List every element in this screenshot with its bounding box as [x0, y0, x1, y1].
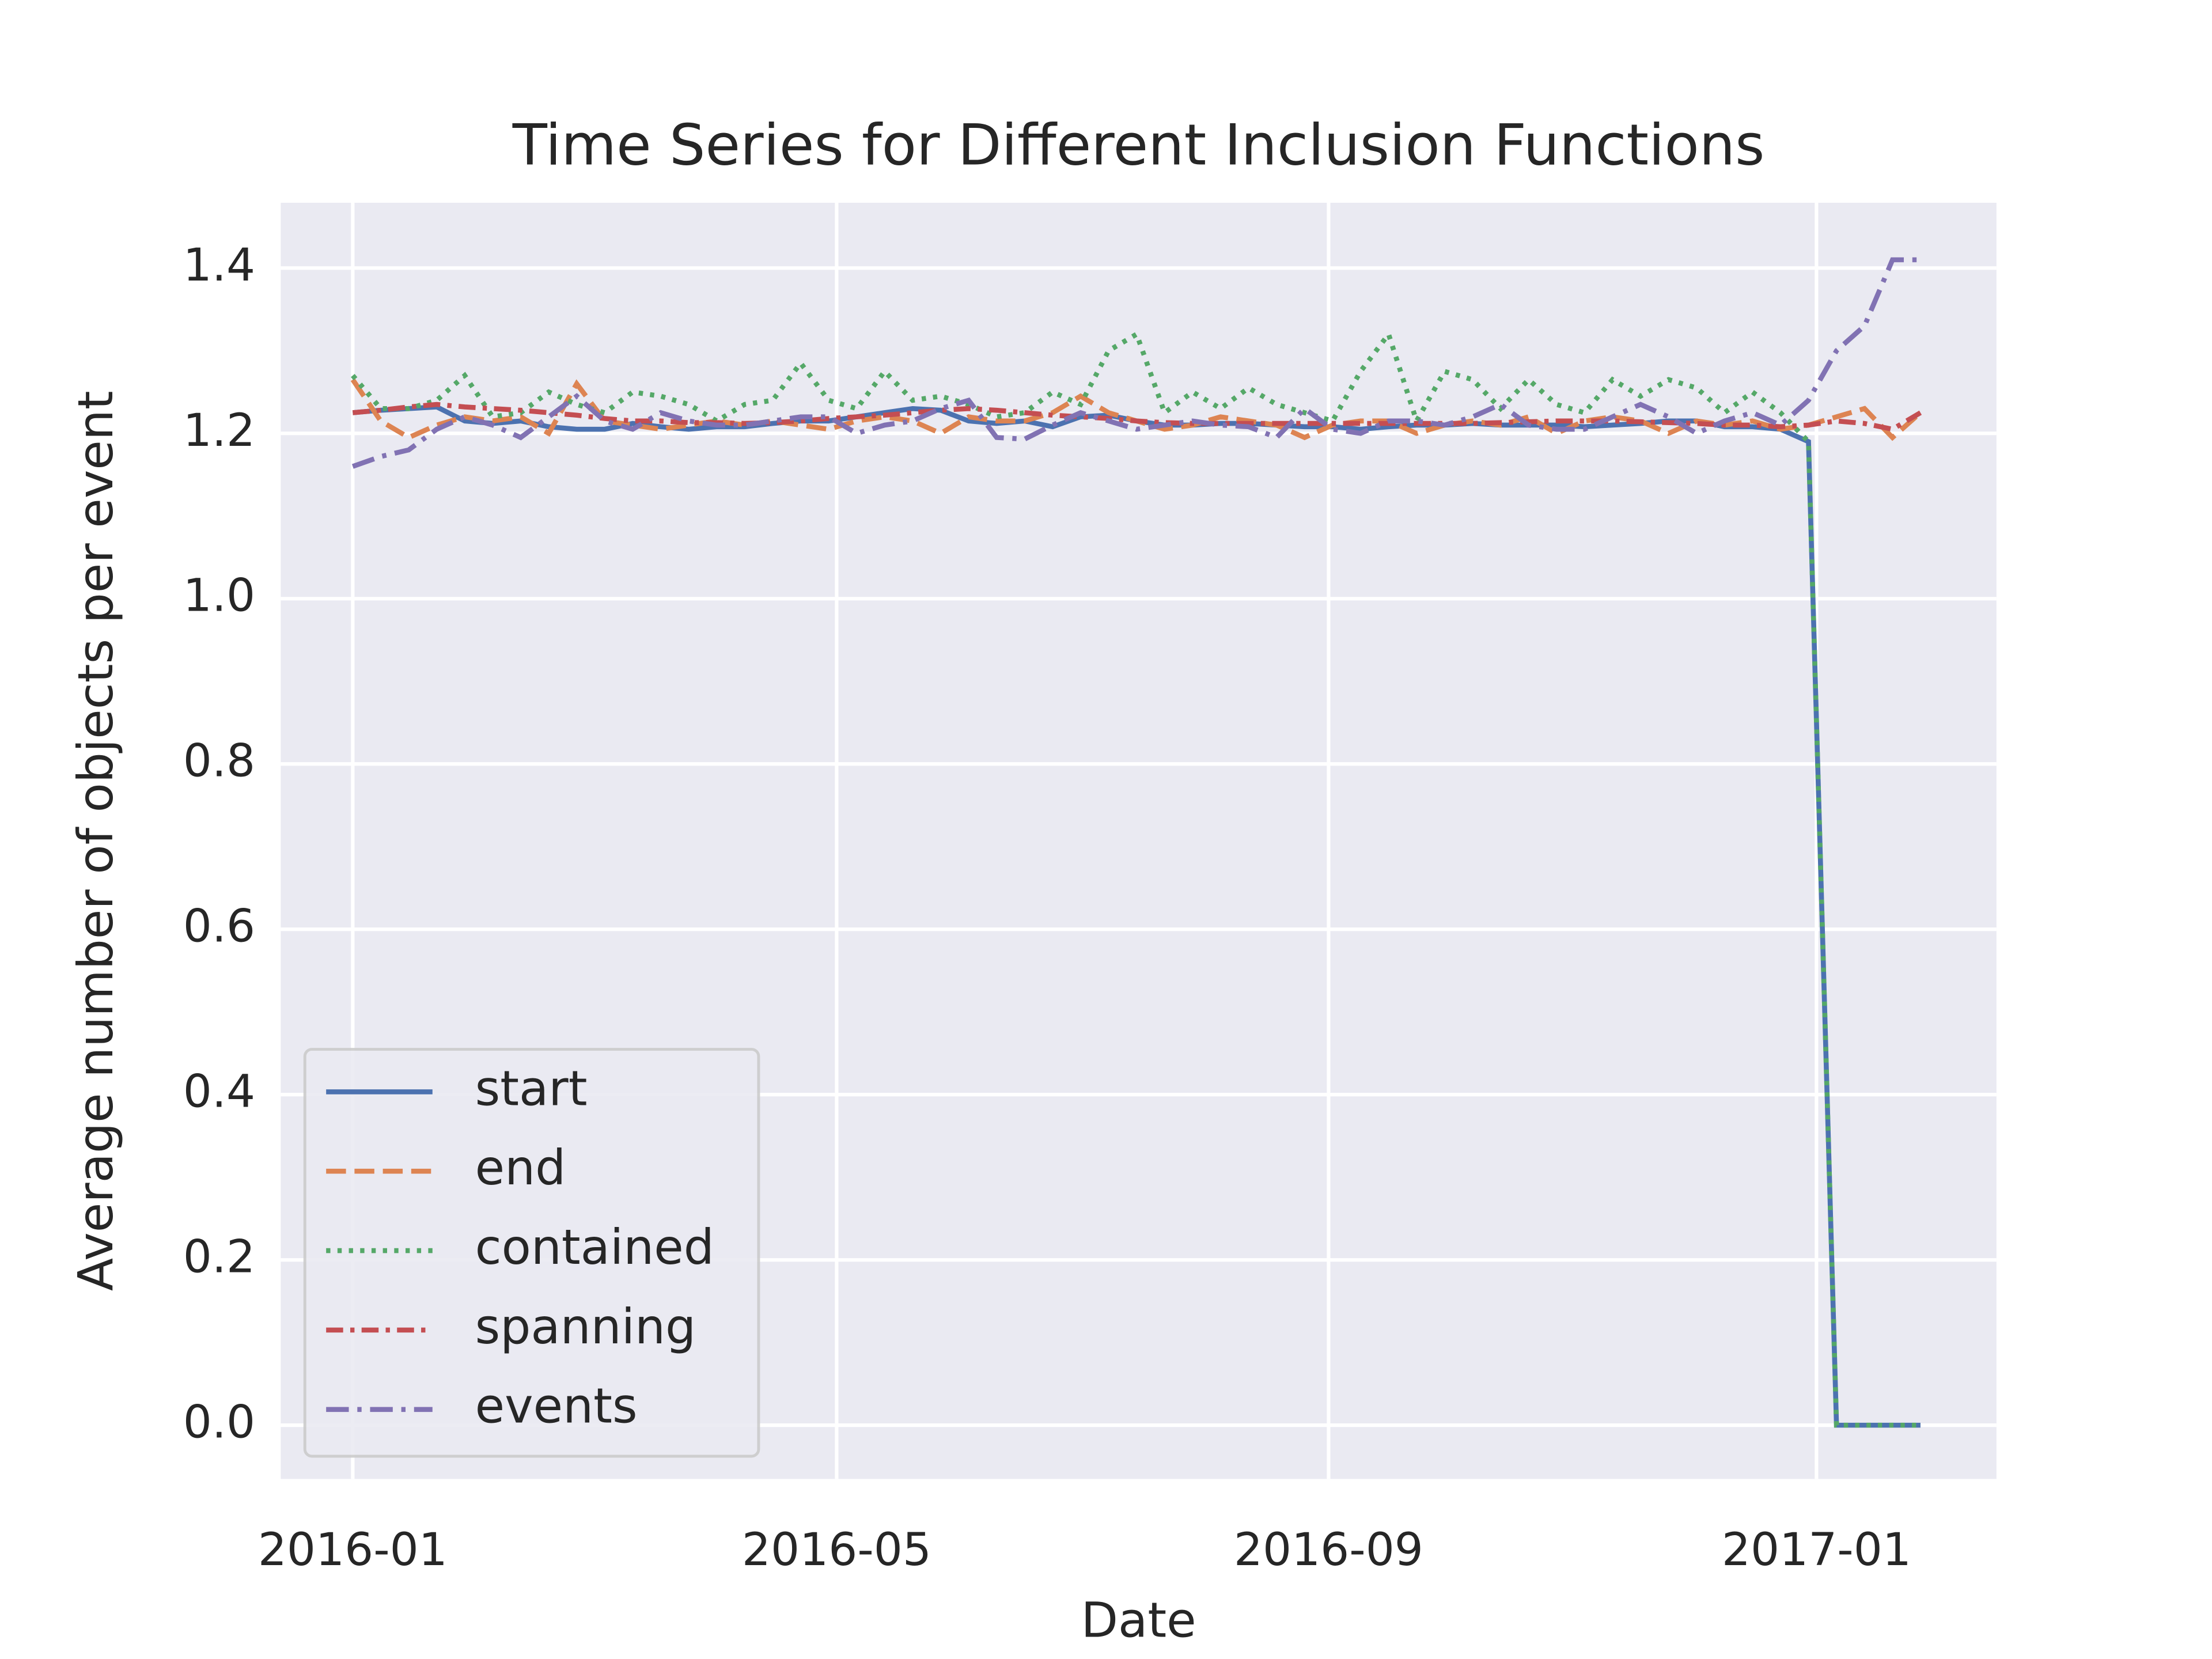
y-axis-label: Average number of objects per event [67, 391, 124, 1291]
legend-label: spanning [475, 1298, 696, 1355]
x-tick-label: 2017-01 [1722, 1523, 1911, 1576]
x-tick-label: 2016-09 [1234, 1523, 1423, 1576]
legend-label: start [475, 1060, 588, 1116]
series-line [351, 257, 1921, 469]
chart-title: Time Series for Different Inclusion Func… [512, 112, 1765, 178]
y-tick-label: 1.4 [183, 238, 255, 291]
y-tick-label: 1.2 [183, 404, 255, 457]
y-tick-label: 0.4 [183, 1065, 255, 1118]
legend-label: events [475, 1378, 638, 1434]
legend: start end contained spanning events [303, 1048, 760, 1458]
x-axis-label: Date [1081, 1592, 1196, 1648]
x-tick-label: 2016-05 [742, 1523, 931, 1576]
y-tick-label: 0.2 [183, 1230, 255, 1283]
y-tick-label: 1.0 [183, 569, 255, 622]
series-line [351, 328, 1921, 1428]
legend-label: contained [475, 1219, 714, 1275]
y-tick-label: 0.6 [183, 900, 255, 953]
y-tick-label: 0.0 [183, 1396, 255, 1449]
y-tick-label: 0.8 [183, 734, 255, 787]
series-line [352, 402, 1922, 432]
lines [350, 257, 1922, 1428]
legend-label: end [475, 1139, 566, 1196]
legend-box [303, 1048, 760, 1458]
x-tick-label: 2016-01 [258, 1523, 448, 1576]
